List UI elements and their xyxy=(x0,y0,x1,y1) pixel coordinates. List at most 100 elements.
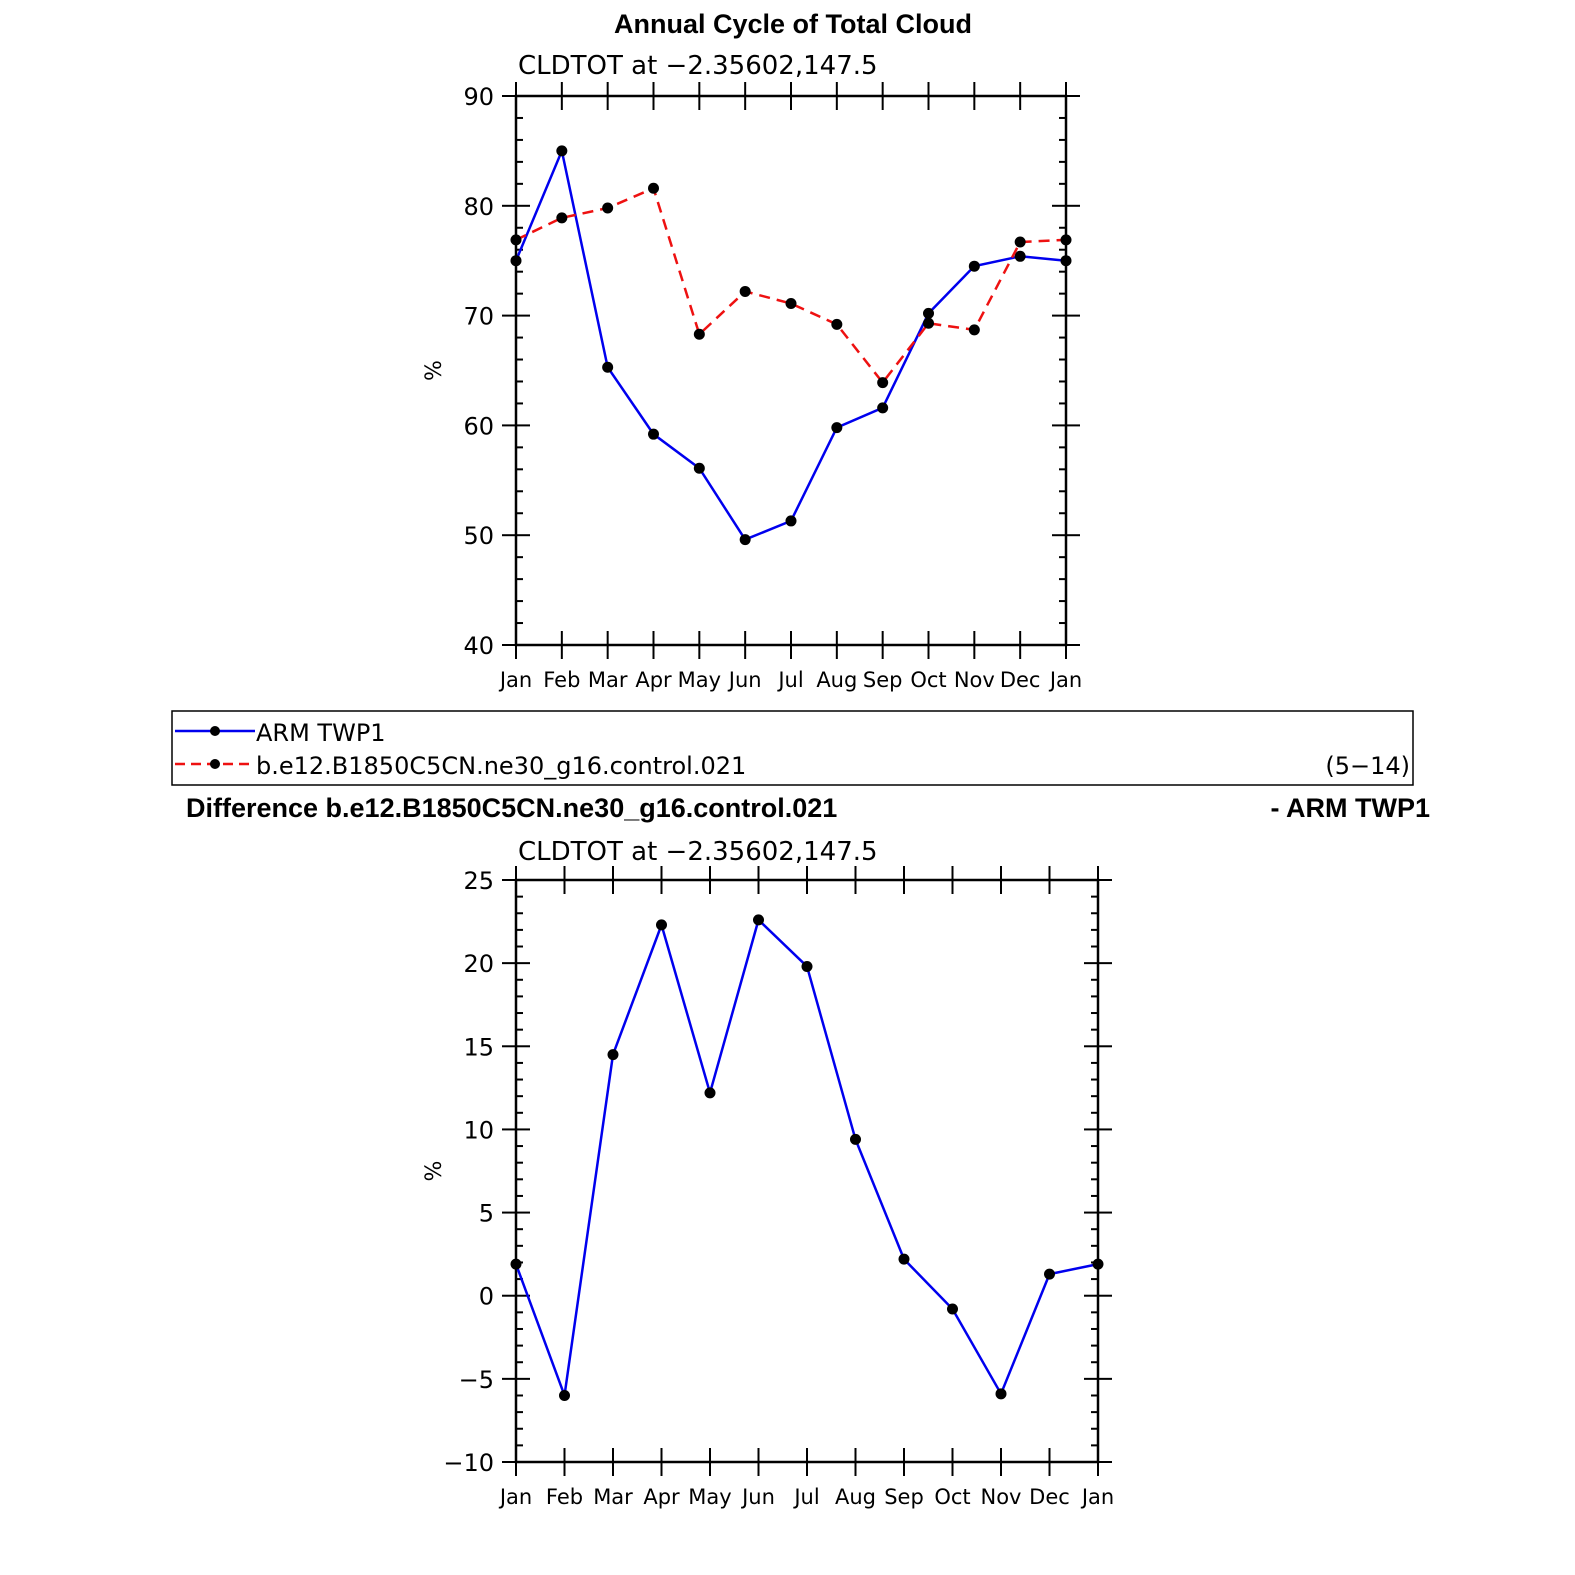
data-point xyxy=(995,1388,1007,1400)
data-point xyxy=(739,534,751,546)
data-point xyxy=(898,1253,910,1265)
data-point xyxy=(602,202,614,214)
data-point xyxy=(968,324,980,336)
x-tick-label: Oct xyxy=(910,668,946,692)
x-tick-label: Sep xyxy=(863,668,903,692)
data-point xyxy=(877,402,889,414)
data-point xyxy=(753,914,764,926)
legend-range-label: (5−14) xyxy=(1325,752,1410,780)
x-tick-label: Jan xyxy=(498,1485,532,1509)
y-tick-label: 5 xyxy=(479,1200,494,1228)
x-tick-label: Jan xyxy=(1048,668,1082,692)
data-point xyxy=(510,234,522,246)
x-tick-label: Feb xyxy=(543,668,580,692)
data-point xyxy=(968,260,980,272)
data-point xyxy=(1014,250,1026,262)
y-tick-label: 0 xyxy=(479,1283,494,1311)
data-point xyxy=(556,145,568,157)
data-point xyxy=(1060,234,1072,246)
data-point xyxy=(607,1049,619,1061)
bottom-chart: −10 −5 0 5 10 15 20 25 Jan Feb Mar Apr May Jun Jul Aug S… xyxy=(422,866,1114,1509)
data-point xyxy=(801,960,813,972)
data-point xyxy=(923,317,934,329)
legend-obs-label: ARM TWP1 xyxy=(256,719,386,747)
x-tick-label: Dec xyxy=(1000,668,1041,692)
x-tick-label: Jun xyxy=(740,1485,775,1509)
y-tick-label: 90 xyxy=(463,83,494,111)
diff-title: Difference b.e12.B1850C5CN.ne30_g16.cont… xyxy=(186,793,837,823)
data-point xyxy=(1044,1268,1055,1280)
y-axis-label: % xyxy=(422,360,447,381)
legend-box xyxy=(171,710,1414,786)
data-point xyxy=(1014,236,1026,248)
data-point xyxy=(831,318,843,330)
x-tick-label: Apr xyxy=(643,1485,680,1509)
x-tick-label: Sep xyxy=(884,1485,924,1509)
x-tick-label: Dec xyxy=(1029,1485,1070,1509)
top-subtitle: CLDTOT at −2.35602,147.5 xyxy=(518,51,878,81)
y-tick-label: 70 xyxy=(463,303,494,331)
data-point xyxy=(1092,1258,1104,1270)
x-tick-label: Jul xyxy=(792,1485,819,1509)
y-tick-label: 40 xyxy=(463,632,494,660)
y-tick-label: 50 xyxy=(463,522,494,550)
legend: ARM TWP1 b.e12.B1850C5CN.ne30_g16.contro… xyxy=(171,710,1414,786)
y-tick-label: −5 xyxy=(459,1366,494,1394)
x-tick-label: Aug xyxy=(835,1485,876,1509)
diff-title-right: - ARM TWP1 xyxy=(1271,793,1430,823)
series-line-0 xyxy=(514,146,1067,542)
x-tick-label: Jan xyxy=(498,668,532,692)
x-tick-label: Jul xyxy=(776,668,803,692)
data-point xyxy=(877,377,889,389)
legend-model-marker xyxy=(210,759,220,769)
series-line-0 xyxy=(514,917,1099,1397)
data-point xyxy=(648,428,659,440)
data-point xyxy=(556,212,568,224)
data-point xyxy=(850,1133,861,1145)
data-point xyxy=(510,1258,522,1270)
series-line-1 xyxy=(515,186,1067,385)
x-tick-label: Mar xyxy=(588,668,628,692)
data-point xyxy=(648,182,659,194)
data-point xyxy=(656,919,667,931)
y-tick-label: −10 xyxy=(443,1449,494,1477)
main-title: Annual Cycle of Total Cloud xyxy=(614,9,972,39)
y-tick-label: 15 xyxy=(463,1033,494,1061)
y-tick-label: 20 xyxy=(463,950,494,978)
bottom-subtitle: CLDTOT at −2.35602,147.5 xyxy=(518,837,878,867)
y-tick-label: 60 xyxy=(463,412,494,440)
data-point xyxy=(704,1087,716,1099)
y-tick-label: 80 xyxy=(463,193,494,221)
y-tick-label: 10 xyxy=(463,1116,494,1144)
x-tick-label: Jan xyxy=(1080,1485,1114,1509)
data-point xyxy=(785,298,797,310)
data-point xyxy=(947,1303,958,1315)
data-point xyxy=(693,462,705,474)
data-point xyxy=(831,422,843,434)
legend-model-label: b.e12.B1850C5CN.ne30_g16.control.021 xyxy=(256,752,746,780)
x-tick-label: May xyxy=(688,1485,731,1509)
x-tick-label: Nov xyxy=(954,668,995,692)
top-chart: 40 50 60 70 80 90 Jan Feb Mar Apr May Jun Jul Aug Sep O… xyxy=(422,82,1082,692)
x-tick-label: Jun xyxy=(727,668,762,692)
x-tick-label: Apr xyxy=(635,668,672,692)
legend-obs-marker xyxy=(210,726,220,736)
y-tick-label: 25 xyxy=(463,867,494,895)
data-point xyxy=(559,1389,570,1401)
plot-frame xyxy=(514,94,1068,647)
data-point xyxy=(1060,255,1072,267)
data-point xyxy=(510,255,522,267)
data-point xyxy=(602,361,614,373)
x-tick-label: Mar xyxy=(593,1485,633,1509)
x-tick-label: Oct xyxy=(934,1485,970,1509)
x-tick-label: Feb xyxy=(546,1485,583,1509)
x-tick-label: Nov xyxy=(981,1485,1022,1509)
data-point xyxy=(693,328,705,340)
x-tick-label: May xyxy=(678,668,721,692)
data-point xyxy=(739,285,751,297)
y-axis-label: % xyxy=(422,1161,447,1182)
data-point xyxy=(923,307,934,319)
data-point xyxy=(785,515,797,527)
x-tick-label: Aug xyxy=(816,668,857,692)
